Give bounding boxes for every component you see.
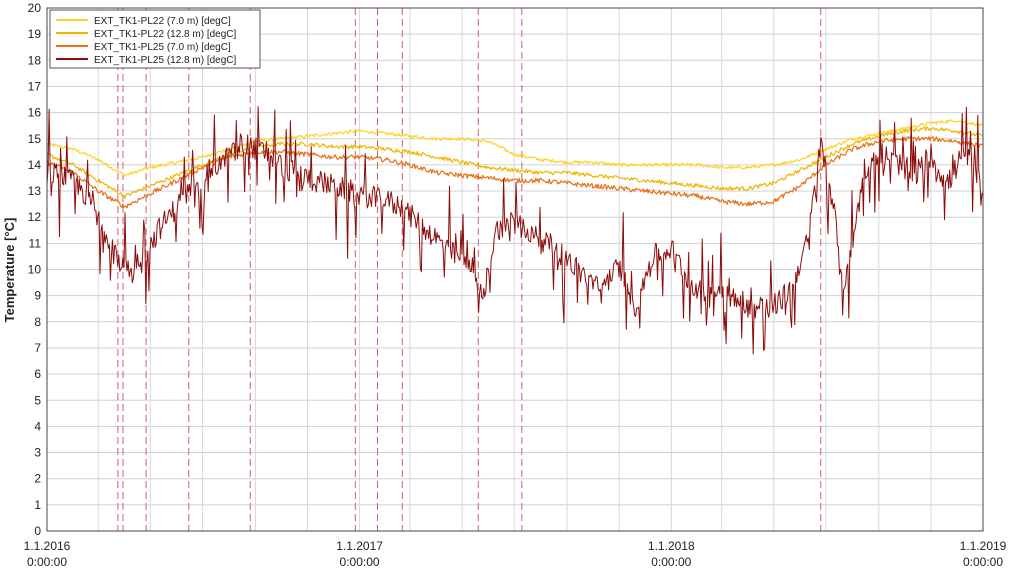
x-tick-time-label: 0:00:00 — [963, 555, 1003, 569]
y-tick-label: 10 — [28, 263, 42, 277]
plot-area-border — [46, 7, 984, 532]
legend-label: EXT_TK1-PL22 (7.0 m) [degC] — [94, 16, 231, 27]
legend-item: EXT_TK1-PL22 (12.8 m) [degC] — [56, 29, 237, 40]
x-axis-ticks: 1.1.2016 0:00:00 1.1.2017 0:00:00 1.1.2018 0:… — [24, 539, 1007, 569]
y-tick-label: 4 — [34, 419, 41, 433]
series-line — [46, 106, 984, 355]
y-tick-label: 20 — [28, 1, 42, 15]
legend-label: EXT_TK1-PL25 (7.0 m) [degC] — [94, 42, 231, 53]
legend-item: EXT_TK1-PL25 (12.8 m) [degC] — [56, 55, 237, 66]
legend-label: EXT_TK1-PL25 (12.8 m) [degC] — [94, 55, 237, 66]
y-tick-label: 13 — [28, 184, 42, 198]
x-tick-label: 1.1.2017 — [336, 539, 383, 553]
y-axis-title: Temperature [°C] — [2, 218, 17, 323]
x-tick-time-label: 0:00:00 — [651, 555, 691, 569]
y-tick-label: 8 — [34, 315, 41, 329]
y-tick-label: 16 — [28, 106, 42, 120]
legend-label: EXT_TK1-PL22 (12.8 m) [degC] — [94, 29, 237, 40]
x-tick-label: 1.1.2019 — [960, 539, 1007, 553]
legend-item: EXT_TK1-PL25 (7.0 m) [degC] — [56, 42, 231, 53]
y-tick-label: 7 — [34, 341, 41, 355]
y-tick-label: 12 — [28, 210, 42, 224]
y-tick-label: 6 — [34, 367, 41, 381]
y-tick-label: 2 — [34, 472, 41, 486]
series-line — [46, 126, 984, 199]
y-tick-label: 19 — [28, 27, 42, 41]
x-tick-time-label: 0:00:00 — [27, 555, 67, 569]
event-markers — [117, 8, 822, 531]
y-tick-label: 15 — [28, 132, 42, 146]
y-tick-label: 0 — [34, 524, 41, 538]
x-tick-label: 1.1.2018 — [648, 539, 695, 553]
series-line — [46, 119, 984, 177]
y-tick-label: 9 — [34, 289, 41, 303]
series-line — [46, 136, 984, 209]
x-tick-label: 1.1.2016 — [24, 539, 71, 553]
series-lines — [46, 106, 984, 355]
legend: EXT_TK1-PL22 (7.0 m) [degC] EXT_TK1-PL22… — [49, 9, 261, 69]
y-tick-label: 1 — [34, 498, 41, 512]
y-tick-label: 14 — [28, 158, 42, 172]
y-tick-label: 11 — [29, 236, 42, 250]
legend-item: EXT_TK1-PL22 (7.0 m) [degC] — [56, 16, 231, 27]
y-tick-label: 17 — [28, 79, 42, 93]
grid — [46, 7, 983, 532]
y-tick-label: 5 — [34, 393, 41, 407]
y-tick-label: 3 — [34, 446, 41, 460]
y-tick-label: 18 — [28, 53, 42, 67]
x-tick-time-label: 0:00:00 — [340, 555, 380, 569]
